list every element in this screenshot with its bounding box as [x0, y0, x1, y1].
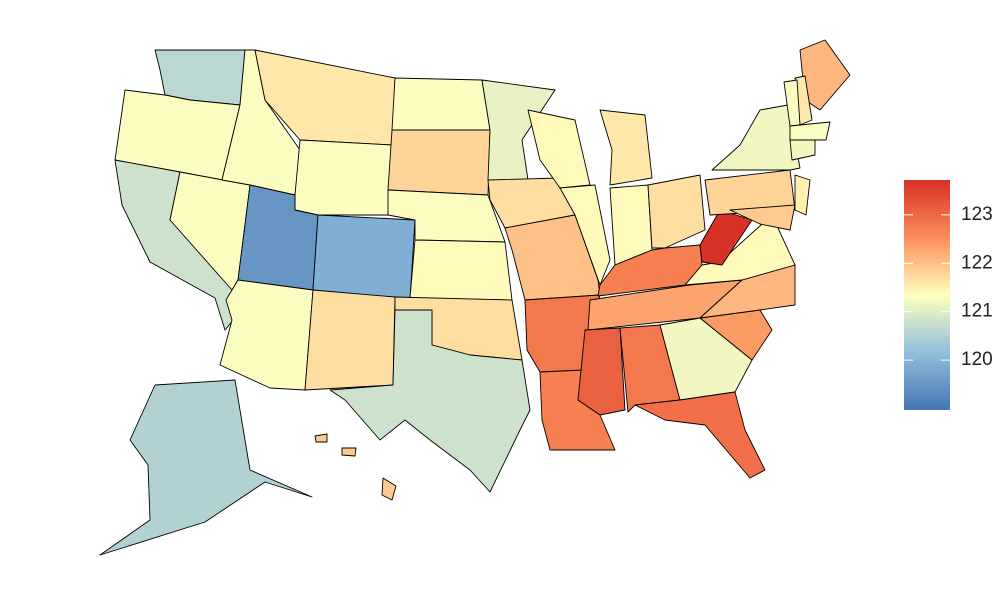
state: [387, 129, 491, 196]
state: [312, 214, 416, 301]
state: [729, 204, 796, 231]
state: [329, 309, 531, 493]
state: [304, 289, 396, 391]
state: [711, 104, 801, 171]
state: [391, 77, 491, 131]
state: [794, 174, 811, 216]
legend: 120 121 122 123: [904, 180, 993, 410]
state: [647, 174, 706, 249]
tick-label: 120: [961, 349, 993, 370]
state: [314, 433, 328, 443]
state: [789, 139, 816, 161]
tick-label: 121: [961, 301, 993, 322]
state: [219, 279, 314, 391]
state: [527, 109, 591, 189]
states: [99, 39, 851, 556]
state: [99, 379, 313, 556]
state: [294, 139, 393, 216]
state: [409, 239, 513, 301]
state: [559, 184, 611, 286]
state: [341, 447, 357, 457]
state: [634, 391, 766, 479]
state: [659, 317, 753, 401]
state: [599, 109, 653, 186]
state: [577, 327, 626, 416]
tick-label: 122: [961, 252, 993, 273]
state: [789, 121, 831, 141]
tick-label: 123: [961, 204, 993, 225]
state: [699, 209, 753, 266]
colorbar: [904, 180, 950, 410]
state: [381, 477, 397, 501]
